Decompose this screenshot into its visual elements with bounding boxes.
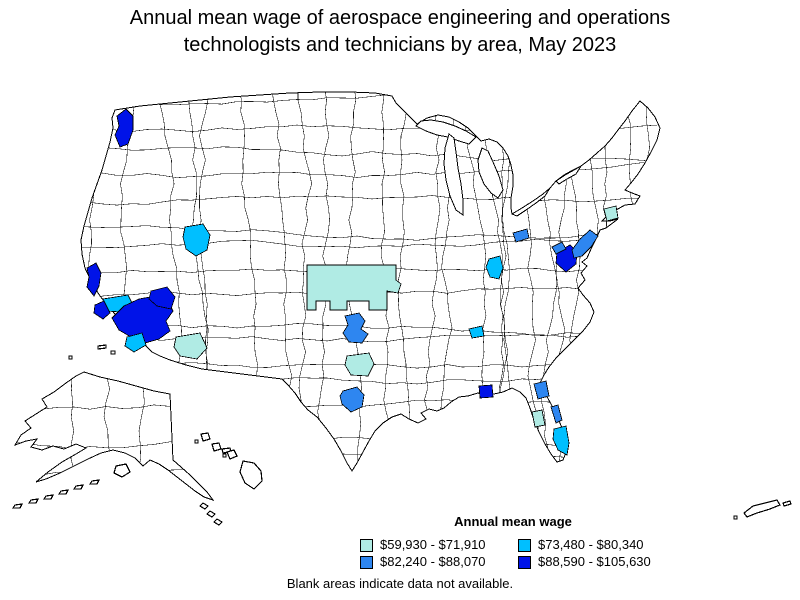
page-title-line2: technologists and technicians by area, M…	[183, 34, 617, 56]
panhandle-island	[206, 510, 216, 518]
boundary-line	[81, 334, 658, 343]
boundary-line	[81, 322, 658, 338]
legend-item-band4: $88,590 - $105,630	[518, 555, 666, 569]
legend-swatch-band2	[518, 538, 531, 552]
lake-superior	[415, 119, 477, 145]
region-palm-bay-fl	[550, 404, 563, 424]
region-dallas-fort-worth-tx	[342, 312, 369, 344]
panhandle-island	[213, 518, 223, 526]
legend-grid: $59,930 - $71,910 $73,480 - $80,340 $82,…	[360, 538, 666, 569]
region-tampa-fl	[531, 409, 546, 428]
maui	[226, 449, 238, 460]
aleutian-islands	[11, 463, 223, 526]
legend-title: Annual mean wage	[454, 514, 572, 529]
panhandle-island	[199, 502, 209, 510]
boundary-line	[398, 92, 418, 471]
region-huntsville-al	[468, 325, 485, 339]
puerto-rico-main	[743, 499, 781, 518]
region-austin-tx	[344, 352, 375, 377]
lanai	[222, 453, 227, 458]
region-san-diego-ca	[124, 332, 147, 353]
region-hartford-ct	[603, 205, 619, 222]
channel-island-dot	[68, 355, 73, 360]
wage-band-regions	[86, 108, 619, 456]
great-lakes	[415, 119, 582, 217]
channel-island-dash	[97, 344, 107, 350]
legend-item-band3: $82,240 - $88,070	[360, 555, 518, 569]
boundary-line	[81, 232, 658, 249]
boundary-line	[81, 195, 658, 206]
hawaii-islands	[194, 432, 263, 490]
region-miami-fort-lauderdale-fl	[552, 425, 570, 456]
region-cleveland-oh	[512, 228, 530, 243]
channel-island-dot	[110, 350, 116, 355]
niihau	[194, 439, 199, 444]
region-phoenix-az	[173, 332, 208, 360]
oahu	[211, 442, 222, 452]
region-fort-walton-beach-fl	[478, 384, 494, 399]
legend-label-band1: $59,930 - $71,910	[380, 537, 486, 552]
aleutian-dash	[42, 494, 55, 500]
legend-swatch-band4	[518, 555, 531, 569]
legend-item-band1: $59,930 - $71,910	[360, 538, 518, 552]
legend-item-band2: $73,480 - $80,340	[518, 538, 666, 552]
region-las-vegas-nv	[148, 286, 176, 310]
page-title: Annual mean wage of aerospace engineerin…	[0, 5, 800, 59]
legend-swatch-band3	[360, 555, 373, 569]
vieques	[782, 500, 792, 507]
legend-label-band3: $82,240 - $88,070	[380, 554, 486, 569]
hawaii-big-island	[239, 460, 263, 490]
region-seattle-tacoma-wa	[114, 108, 134, 148]
legend-label-band4: $88,590 - $105,630	[538, 554, 651, 569]
aleutian-dash	[11, 503, 24, 509]
aleutian-dash	[57, 489, 70, 495]
aleutian-dash	[27, 498, 40, 504]
footnote: Blank areas indicate data not available.	[286, 576, 514, 591]
alaska-outline	[13, 371, 215, 501]
region-hagerstown-md	[551, 241, 567, 255]
region-san-francisco-bay-ca	[86, 262, 102, 297]
region-dayton-oh	[485, 255, 504, 280]
boundary-line	[81, 225, 658, 241]
aleutian-dash	[88, 479, 101, 485]
offshore-islet	[733, 515, 738, 520]
lake-erie	[510, 187, 551, 217]
lake-michigan	[443, 133, 464, 216]
region-central-kansas	[306, 264, 402, 311]
kauai	[200, 432, 211, 442]
legend-swatch-band1	[360, 538, 373, 552]
aleutian-dash	[72, 484, 85, 490]
region-philadelphia-pa-nj	[571, 229, 599, 259]
region-jacksonville-fl	[533, 380, 550, 400]
legend-label-band2: $73,480 - $80,340	[538, 537, 644, 552]
lake-ontario	[555, 165, 582, 185]
puerto-rico	[733, 499, 792, 520]
region-salt-lake-city-provo-ut	[182, 223, 211, 257]
region-san-antonio-tx	[339, 386, 365, 413]
page-title-line1: Annual mean wage of aerospace engineerin…	[129, 7, 671, 29]
boundary-line	[424, 92, 441, 471]
channel-islands	[68, 344, 116, 360]
region-ventura-ca	[93, 300, 111, 320]
kodiak-island	[113, 463, 131, 478]
boundary-line	[15, 440, 203, 450]
lake-huron	[477, 147, 504, 199]
map-legend: Annual mean wage $59,930 - $71,910 $73,4…	[360, 514, 666, 569]
